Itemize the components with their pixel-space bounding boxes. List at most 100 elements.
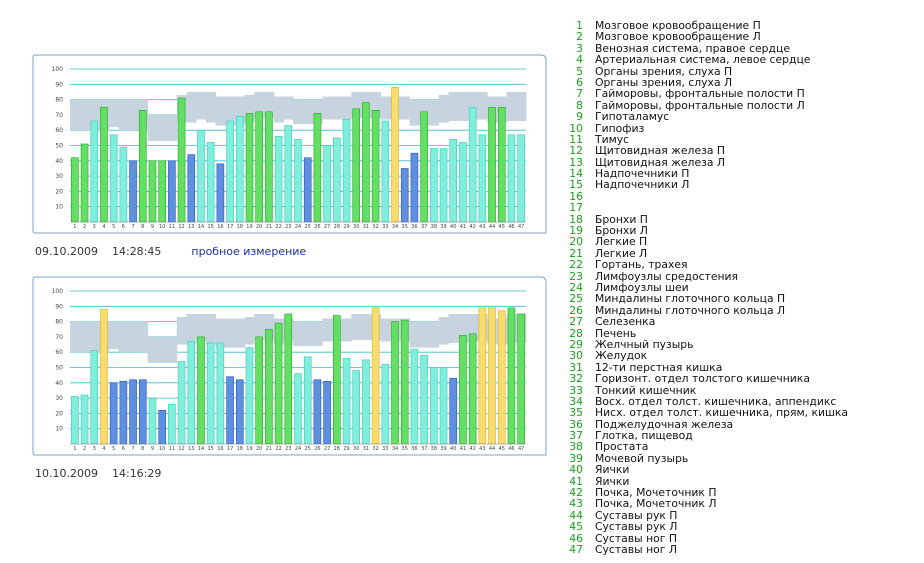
- bar: [371, 307, 380, 445]
- x-tick-label: 32: [372, 446, 378, 452]
- legend-label: Яички: [595, 474, 630, 488]
- legend-number: 22: [569, 258, 583, 272]
- norm-band: [312, 99, 323, 125]
- legend-label: Надпочечники П: [595, 167, 690, 181]
- norm-band: [79, 99, 90, 131]
- bar: [352, 108, 361, 223]
- bar: [197, 129, 205, 223]
- bar: [449, 377, 458, 445]
- legend-number: 3: [576, 41, 583, 55]
- chart-frame: [32, 54, 547, 234]
- x-tick-label: 5: [112, 446, 115, 452]
- x-tick-label: 15: [207, 446, 213, 452]
- legend-number: 2: [576, 30, 583, 44]
- bar: [497, 310, 506, 445]
- bar: [187, 154, 196, 223]
- bar: [80, 143, 89, 223]
- norm-band: [428, 321, 440, 348]
- bar: [255, 336, 263, 445]
- bar: [168, 160, 176, 223]
- x-tick-label: 7: [131, 446, 134, 452]
- bar: [459, 142, 467, 223]
- legend-number: 11: [569, 132, 583, 146]
- bar: [400, 168, 409, 223]
- y-tick-label: 80: [55, 319, 63, 326]
- bar: [177, 97, 186, 223]
- x-tick-label: 19: [246, 446, 252, 452]
- norm-band: [302, 321, 314, 347]
- x-tick-label: 27: [324, 446, 330, 452]
- norm-band: [118, 321, 129, 353]
- y-tick-label: 60: [55, 127, 63, 134]
- measurement-date: 09.10.2009: [35, 245, 98, 258]
- x-tick-label: 40: [450, 224, 456, 230]
- bar: [303, 356, 312, 445]
- legend-number: 29: [569, 337, 583, 351]
- measurement-caption-1: 09.10.2009 14:28:45 пробное измерение: [35, 245, 306, 258]
- bar: [119, 146, 128, 223]
- bar: [138, 379, 147, 445]
- x-tick-label: 36: [411, 224, 417, 230]
- legend-number: 44: [569, 508, 583, 522]
- legend-label: 12-ти перстная кишка: [595, 360, 723, 374]
- legend-number: 14: [569, 167, 583, 181]
- x-tick-label: 30: [353, 446, 359, 452]
- x-tick-label: 43: [479, 224, 485, 230]
- legend-label: Яички: [595, 463, 630, 477]
- measurement-time: 14:28:45: [111, 245, 162, 258]
- x-tick-label: 34: [392, 224, 398, 230]
- bar: [90, 120, 99, 223]
- x-tick-label: 41: [460, 224, 466, 230]
- bar: [284, 125, 293, 223]
- bar: [197, 336, 205, 445]
- norm-band: [370, 91, 381, 118]
- norm-band: [157, 114, 168, 141]
- legend-number: 25: [569, 292, 583, 306]
- legend-label: Артериальная система, левое сердце: [595, 53, 811, 67]
- bar: [148, 397, 157, 445]
- legend-number: 8: [576, 98, 583, 112]
- x-tick-label: 19: [246, 224, 252, 230]
- bar: [420, 111, 428, 223]
- norm-band: [215, 96, 226, 126]
- norm-band: [351, 313, 362, 340]
- x-tick-label: 41: [460, 446, 466, 452]
- chart-panel-1: 10 20 30 40 50 60 70 80 90 100 1 2 3 4 5 6 7 8 9 10 11 12 13 14…: [32, 54, 547, 234]
- bar: [129, 379, 137, 445]
- legend-number: 12: [569, 144, 583, 158]
- norm-band: [205, 91, 217, 123]
- bar: [206, 142, 215, 223]
- y-tick-label: 10: [55, 204, 63, 211]
- x-tick-label: 10: [159, 224, 165, 230]
- y-tick-label: 60: [55, 349, 63, 356]
- measurement-caption-2: 10.10.2009 14:16:29: [35, 467, 191, 480]
- bar: [439, 367, 448, 445]
- norm-band: [448, 91, 459, 122]
- x-tick-label: 45: [499, 446, 505, 452]
- x-tick-label: 4: [102, 446, 105, 452]
- legend-number: 41: [569, 474, 583, 488]
- norm-band: [438, 317, 449, 345]
- bar: [226, 376, 234, 445]
- legend-number: 31: [569, 360, 583, 374]
- bar: [391, 321, 399, 445]
- legend-number: 34: [569, 394, 583, 408]
- legend-number: 19: [569, 224, 583, 238]
- bar: [410, 152, 419, 223]
- bar: [245, 113, 254, 223]
- bar: [459, 335, 467, 445]
- legend-label: Бронхи Л: [595, 224, 648, 238]
- x-tick-label: 35: [402, 224, 408, 230]
- x-tick-label: 36: [411, 446, 417, 452]
- x-tick-label: 43: [479, 446, 485, 452]
- norm-band: [254, 313, 265, 340]
- legend-label: Гайморовы, фронтальные полости П: [595, 87, 805, 101]
- x-tick-label: 2: [83, 446, 86, 452]
- norm-band: [196, 313, 207, 342]
- legend-label: Лимфоузлы шеи: [595, 280, 689, 294]
- x-tick-label: 40: [450, 446, 456, 452]
- bar: [158, 160, 166, 223]
- x-tick-label: 31: [363, 224, 369, 230]
- norm-band: [467, 91, 478, 120]
